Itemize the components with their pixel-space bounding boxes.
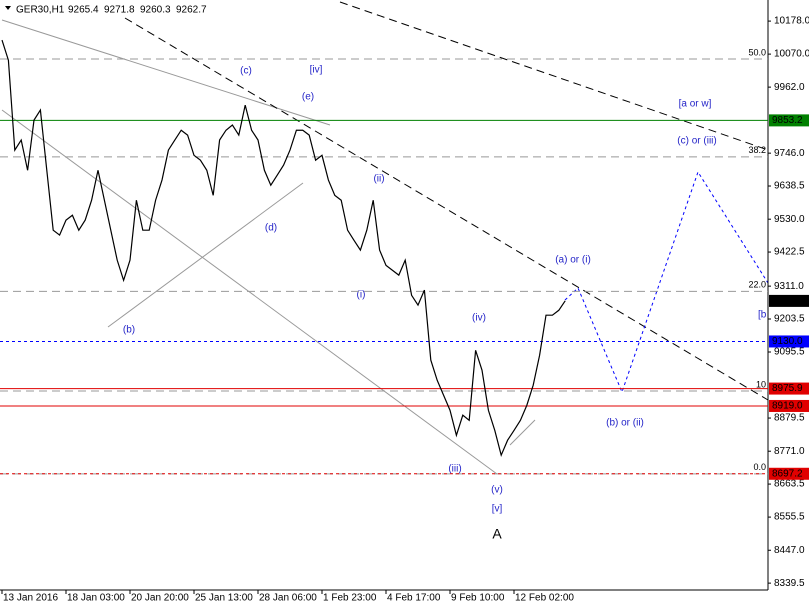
wave-label: [iv] bbox=[310, 65, 323, 76]
wave-label: (i) bbox=[357, 290, 366, 301]
ohlc-low: 9260.3 bbox=[140, 5, 171, 16]
x-tick-label: 4 Feb 17:00 bbox=[387, 593, 441, 604]
x-tick-label: 25 Jan 13:00 bbox=[195, 593, 253, 604]
wave-label: (a) or (i) bbox=[555, 255, 591, 266]
level-label-box bbox=[769, 335, 809, 348]
fib-level-label: 22.0 bbox=[748, 280, 766, 290]
wave-label: (d) bbox=[265, 223, 277, 234]
dashed-channel bbox=[124, 17, 769, 401]
wave-label: [v] bbox=[492, 504, 503, 515]
fib-level-label: 0.0 bbox=[753, 462, 766, 472]
x-tick-label: 1 Feb 23:00 bbox=[323, 593, 377, 604]
last-price-label: 9262.7 bbox=[772, 296, 803, 307]
level-label-box bbox=[769, 382, 809, 395]
wave-label: [b bbox=[758, 310, 767, 321]
x-tick-label: 28 Jan 06:00 bbox=[259, 593, 317, 604]
dashed-channel bbox=[339, 1, 769, 151]
y-tick-label: 9746.0 bbox=[774, 148, 805, 159]
y-tick-label: 9311.0 bbox=[774, 281, 804, 292]
y-tick-label: 8663.5 bbox=[774, 479, 805, 490]
x-tick-label: 20 Jan 20:00 bbox=[131, 593, 189, 604]
trend-line bbox=[107, 182, 304, 328]
ohlc-open: 9265.4 bbox=[68, 5, 99, 16]
level-label-box bbox=[769, 114, 809, 127]
y-tick-label: 10178.0 bbox=[774, 16, 809, 27]
y-tick-label: 8447.0 bbox=[774, 545, 805, 556]
x-tick-label: 12 Feb 02:00 bbox=[515, 593, 574, 604]
wave-label: [a or w] bbox=[679, 99, 712, 110]
menu-arrow bbox=[5, 6, 11, 10]
level-label: 8697.2 bbox=[772, 468, 803, 479]
fib-level-label: 50.0 bbox=[748, 47, 766, 57]
wave-label: (iii) bbox=[448, 464, 461, 475]
level-label: 9130.0 bbox=[772, 336, 803, 347]
y-tick-label: 8555.5 bbox=[774, 512, 805, 523]
trend-line bbox=[509, 419, 536, 446]
price-line bbox=[1, 39, 566, 458]
wave-label: (b) bbox=[123, 325, 135, 336]
annotations: (c) [iv] (e) [a or w] (c) or (iii) (ii) … bbox=[123, 65, 767, 542]
wave-label: (c) or (iii) bbox=[677, 136, 716, 147]
level-label: 8919.0 bbox=[772, 401, 803, 412]
y-tick-label: 9530.0 bbox=[774, 214, 805, 225]
fib-level-label: 38.2 bbox=[748, 145, 766, 155]
level-label: 9853.2 bbox=[772, 115, 803, 126]
fib-level-label: 10 bbox=[756, 379, 766, 389]
y-tick-label: 9095.5 bbox=[774, 347, 805, 358]
wave-label: (c) bbox=[240, 66, 252, 77]
ohlc-close: 9262.7 bbox=[176, 5, 207, 16]
level-label: 8975.9 bbox=[772, 383, 803, 394]
wave-label: A bbox=[492, 526, 502, 542]
y-tick-label: 9638.5 bbox=[774, 181, 805, 192]
wave-label: (iv) bbox=[472, 313, 486, 324]
trend-line bbox=[1, 109, 498, 475]
level-label-box bbox=[769, 467, 809, 480]
y-tick-label: 9962.0 bbox=[774, 82, 805, 93]
projection-path bbox=[564, 170, 769, 394]
last-price-box bbox=[769, 294, 809, 307]
wave-label: (b) or (ii) bbox=[606, 418, 644, 429]
level-label-box bbox=[769, 399, 809, 412]
y-tick-label: 8879.5 bbox=[774, 413, 805, 424]
x-tick-label: 18 Jan 03:00 bbox=[67, 593, 125, 604]
trend-lines bbox=[1, 1, 769, 475]
y-tick-label: 8771.0 bbox=[774, 446, 805, 457]
wave-label: (v) bbox=[491, 485, 503, 496]
ohlc-high: 9271.8 bbox=[104, 5, 135, 16]
trend-line bbox=[1, 19, 331, 126]
wave-label: (e) bbox=[302, 92, 314, 103]
y-tick-label: 8339.5 bbox=[774, 578, 805, 589]
y-tick-label: 9422.5 bbox=[774, 247, 805, 258]
x-tick-label: 13 Jan 2016 bbox=[3, 593, 58, 604]
x-tick-label: 9 Feb 10:00 bbox=[451, 593, 505, 604]
wave-label: (ii) bbox=[373, 174, 384, 185]
y-tick-label: 10070.0 bbox=[774, 49, 809, 60]
y-tick-label: 9203.5 bbox=[774, 314, 805, 325]
chart-title: GER30,H1 bbox=[16, 5, 65, 16]
